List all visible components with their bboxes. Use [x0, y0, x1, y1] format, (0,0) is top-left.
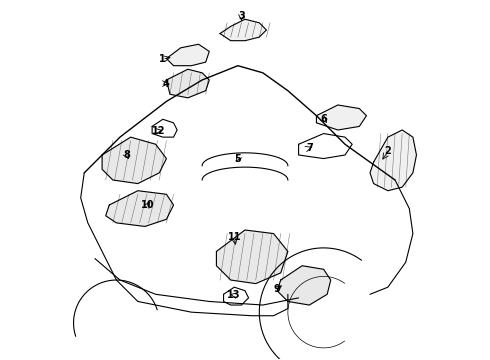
Text: 11: 11	[227, 232, 241, 242]
Text: 3: 3	[238, 11, 245, 21]
Text: 4: 4	[162, 78, 169, 89]
Polygon shape	[167, 44, 209, 66]
Text: 12: 12	[152, 126, 165, 136]
Text: 10: 10	[141, 200, 154, 210]
Polygon shape	[220, 19, 267, 41]
Polygon shape	[106, 191, 173, 226]
Text: 9: 9	[274, 284, 280, 294]
Text: 7: 7	[306, 143, 313, 153]
Text: 13: 13	[227, 290, 240, 300]
Text: 2: 2	[385, 147, 391, 157]
Polygon shape	[370, 130, 416, 191]
Text: 8: 8	[123, 150, 130, 160]
Polygon shape	[217, 230, 288, 284]
Text: 1: 1	[159, 54, 166, 64]
Text: 5: 5	[235, 154, 241, 163]
Text: 6: 6	[320, 114, 327, 124]
Polygon shape	[167, 69, 209, 98]
Polygon shape	[317, 105, 367, 130]
Polygon shape	[277, 266, 331, 305]
Polygon shape	[102, 137, 167, 184]
